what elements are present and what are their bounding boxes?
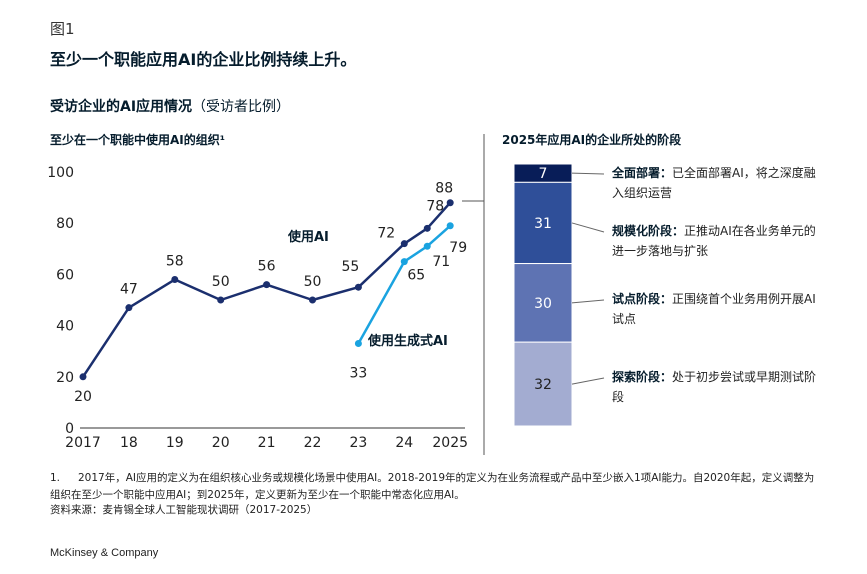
stage-label-explore: 探索阶段：处于初步尝试或早期测试阶段 [612,367,822,407]
brand-logo-text: McKinsey & Company [50,547,159,559]
footnote-marker: 1. [50,472,61,484]
y-tick-label: 80 [56,216,74,232]
stage-connector [571,299,605,304]
ai-series-line [81,201,452,378]
stage-desc: 处于初步尝试或早期测试阶段 [612,370,817,404]
ai-data-point [446,199,454,207]
stage-label-full: 全面部署：已全面部署AI，将之深度融入组织运营 [612,163,822,203]
stage-value-label: 32 [534,377,552,393]
x-tick-label: 2017 [65,435,101,451]
stacked-bar-chart: 7 31 30 32 [513,163,605,427]
x-tick-label: 2025 [432,435,468,451]
genai-data-point [423,242,431,250]
stage-connector [571,377,605,385]
stage-desc: 正推动AI在各业务单元的进一步落地与扩张 [612,224,816,258]
ai-data-point [79,373,87,381]
footnote: 1. 2017年，AI应用的定义为在组织核心业务或规模化场景中使用AI。2018-… [50,470,820,504]
chart-subtitle: 受访企业的AI应用情况（受访者比例） [50,96,290,116]
stage-chart-header: 2025年应用AI的企业所处的阶段 [502,133,682,147]
subtitle-paren: （受访者比例） [192,99,291,115]
y-tick-label: 100 [47,165,74,181]
genai-data-point [400,258,408,266]
ai-value-label: 72 [377,226,395,242]
ai-data-point [171,276,179,284]
ai-data-point [309,296,316,304]
y-tick-label: 60 [56,267,74,283]
genai-series-line [357,224,452,345]
ai-value-label: 20 [74,389,92,405]
stage-connector [571,222,605,233]
stage-label-scale: 规模化阶段：正推动AI在各业务单元的进一步落地与扩张 [612,221,822,261]
stage-label-pilot: 试点阶段：正围绕首个业务用例开展AI试点 [612,289,822,329]
genai-value-label: 79 [449,240,467,256]
ai-data-point [125,304,133,312]
ai-data-point [354,283,362,291]
ai-data-point [400,240,408,248]
genai-data-point [354,340,362,348]
line-chart-header: 至少在一个职能中使用AI的组织¹ [50,133,226,147]
x-tick-label: 19 [166,435,184,451]
genai-value-label: 65 [407,268,425,284]
ai-value-label: 47 [120,282,138,298]
y-tick-label: 20 [56,370,74,386]
ai-data-point [263,281,271,289]
y-tick-label: 0 [65,421,74,437]
stage-desc: 正围绕首个业务用例开展AI试点 [612,292,816,326]
ai-value-label: 88 [435,181,453,197]
x-tick-label: 20 [212,435,230,451]
stage-bar-segment [513,263,573,343]
ai-data-point [217,296,225,304]
ai-value-label: 58 [166,254,184,270]
ai-value-label: 78 [426,198,444,214]
x-tick-label: 24 [395,435,413,451]
x-tick-label: 18 [120,435,138,451]
ai-data-point [423,224,431,232]
stage-connector [571,172,605,175]
stage-value-label: 7 [539,166,548,182]
ai-value-label: 55 [341,259,359,275]
x-tick-label: 21 [258,435,276,451]
ai-value-label: 50 [304,274,322,290]
ai-series-label: 使用AI [287,229,329,245]
genai-value-label: 33 [349,366,367,382]
stage-bar-segment [513,341,573,427]
x-tick-label: 23 [349,435,367,451]
genai-series-label: 使用生成式AI [367,333,448,349]
stage-desc: 已全面部署AI，将之深度融入组织运营 [612,166,816,200]
ai-value-label: 56 [258,259,276,275]
stage-name: 探索阶段： [612,370,673,384]
ai-value-label: 50 [212,274,230,290]
subtitle-bold: 受访企业的AI应用情况 [50,99,193,115]
stage-value-label: 31 [534,216,552,232]
genai-value-label: 71 [432,254,450,270]
genai-data-point [446,222,454,230]
page-title: 至少一个职能应用AI的企业比例持续上升。 [50,50,357,69]
stage-name: 全面部署： [612,166,673,180]
footnote-text: 2017年，AI应用的定义为在组织核心业务或规模化场景中使用AI。2018-20… [50,472,815,501]
stage-name: 试点阶段： [612,292,673,306]
x-tick-label: 22 [304,435,322,451]
y-tick-label: 40 [56,319,74,335]
source-note: 资料来源：麦肯锡全球人工智能现状调研（2017-2025） [50,504,318,516]
figure-label: 图1 [50,20,75,38]
stage-value-label: 30 [534,296,552,312]
stage-name: 规模化阶段： [612,224,685,238]
